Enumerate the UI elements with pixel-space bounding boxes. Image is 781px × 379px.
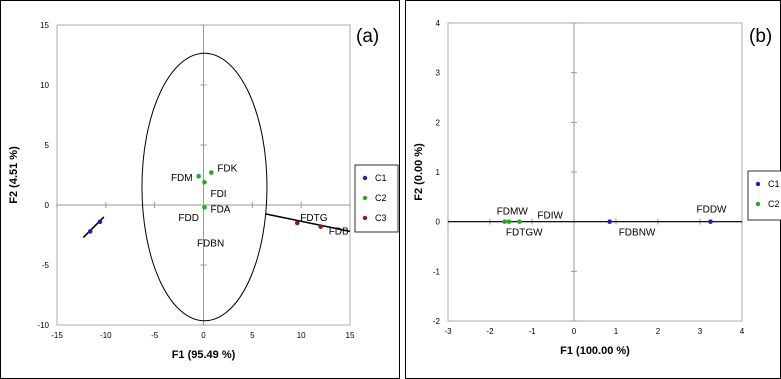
y-tick-label: -10: [37, 321, 49, 330]
legend-label-c2: C2: [768, 199, 780, 209]
data-point-fdm: [196, 173, 201, 179]
y-tick-label: -5: [42, 261, 50, 270]
plot-border: [447, 22, 743, 322]
point-label-fdtg: FDTG: [300, 213, 327, 224]
legend-marker-c3: [362, 215, 368, 221]
x-tick-label: -2: [486, 327, 494, 336]
y-tick-label: 0: [436, 218, 441, 227]
legend-label-c1: C1: [768, 179, 780, 189]
legend-label-c1: C1: [375, 173, 387, 183]
point-label-fdiw: FDIW: [537, 211, 563, 222]
point-label-fdd: FDD: [178, 213, 199, 224]
point-label-fdmw: FDMW: [497, 207, 529, 218]
y-tick-label: 10: [40, 81, 49, 90]
x-axis-title: F1 (100.00 %): [560, 345, 630, 357]
y-tick-label: 1: [436, 168, 441, 177]
data-point-fda: [202, 205, 207, 210]
data-point-fdmw: [502, 219, 508, 224]
y-tick-label: 5: [45, 141, 50, 150]
x-tick-label: -15: [51, 331, 63, 340]
y-tick-label: -1: [433, 267, 441, 276]
data-point-fdtg: [294, 220, 300, 226]
x-tick-label: 0: [572, 327, 577, 336]
panel-label: (b): [749, 26, 772, 47]
point-label-fdm: FDM: [171, 173, 193, 184]
y-tick-label: 0: [45, 201, 50, 210]
x-tick-label: 2: [656, 327, 661, 336]
y-tick-label: 2: [436, 118, 441, 127]
point-label-fdbn: FDBN: [197, 238, 224, 249]
cluster-c2-ellipse: [141, 52, 268, 322]
point-label-fdb: FDB: [329, 227, 349, 238]
legend-box: [747, 170, 781, 221]
chart-frame: [405, 0, 781, 379]
point-label-fdi: FDI: [210, 189, 226, 200]
point-label-fdk: FDK: [217, 164, 237, 175]
legend-marker-c1: [755, 181, 761, 187]
x-tick-label: -3: [444, 327, 452, 336]
data-point-fddw: [708, 219, 713, 224]
point-label-fda: FDA: [210, 204, 230, 215]
legend-box: [354, 164, 399, 233]
y-tick-label: 4: [436, 19, 441, 28]
x-tick-label: 10: [297, 331, 306, 340]
y-axis-title: F2 (0.00 %): [413, 143, 425, 201]
legend-marker-c2: [755, 201, 761, 207]
data-point-fdb: [318, 224, 324, 229]
data-point-fdi: [202, 179, 207, 185]
data-point-fdd: [97, 219, 103, 225]
x-tick-label: -5: [151, 331, 159, 340]
point-label-fdbnw: FDBNW: [619, 228, 656, 239]
x-tick-label: 5: [250, 331, 255, 340]
point-label-fddw: FDDW: [697, 205, 728, 216]
y-tick-label: 3: [436, 69, 441, 78]
cluster-c3-segment: [265, 213, 351, 233]
x-tick-label: 4: [740, 327, 745, 336]
legend-label-c3: C3: [375, 213, 387, 223]
x-tick-label: -10: [100, 331, 112, 340]
x-tick-label: 3: [698, 327, 703, 336]
x-tick-label: 0: [201, 331, 206, 340]
data-point-fdk: [209, 170, 214, 175]
data-point-fdtgw: [506, 219, 512, 224]
y-axis-title: F2 (4.51 %): [8, 146, 20, 204]
y-tick-label: 15: [40, 21, 49, 30]
data-point-fdbnw: [607, 219, 612, 224]
y-tick-label: -2: [433, 317, 441, 326]
x-axis-title: F1 (95.49 %): [172, 349, 236, 361]
panel-label: (a): [356, 26, 379, 47]
legend-label-c2: C2: [375, 193, 387, 203]
point-label-fdtgw: FDTGW: [506, 228, 543, 239]
x-tick-label: 15: [346, 331, 355, 340]
data-point-fdbn: [87, 229, 93, 234]
data-point-fdiw: [517, 219, 522, 224]
x-tick-label: 1: [614, 327, 619, 336]
x-tick-label: -1: [528, 327, 536, 336]
legend-marker-c2: [362, 195, 368, 201]
legend-marker-c1: [362, 175, 368, 181]
chart-frame: [0, 0, 400, 379]
